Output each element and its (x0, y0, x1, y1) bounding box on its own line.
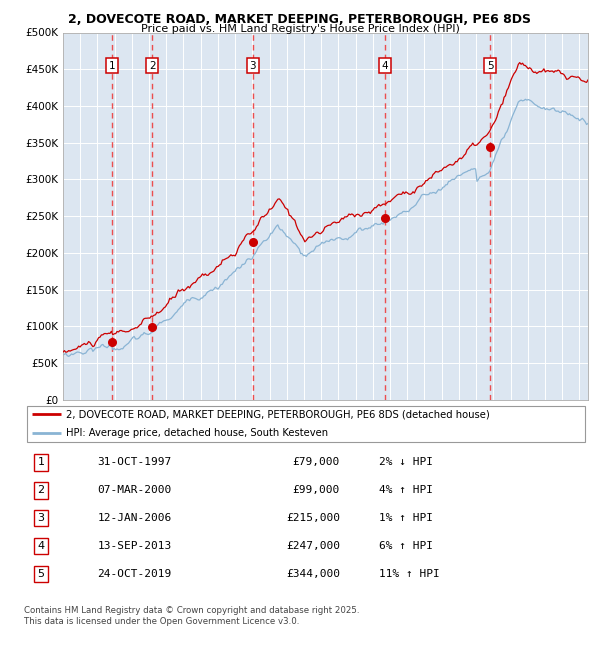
Text: 4: 4 (37, 541, 44, 551)
Text: Price paid vs. HM Land Registry's House Price Index (HPI): Price paid vs. HM Land Registry's House … (140, 24, 460, 34)
Text: 07-MAR-2000: 07-MAR-2000 (97, 486, 172, 495)
Text: £215,000: £215,000 (286, 514, 340, 523)
Text: 4% ↑ HPI: 4% ↑ HPI (379, 486, 433, 495)
Text: 31-OCT-1997: 31-OCT-1997 (97, 458, 172, 467)
Text: £99,000: £99,000 (293, 486, 340, 495)
Text: 12-JAN-2006: 12-JAN-2006 (97, 514, 172, 523)
Text: 11% ↑ HPI: 11% ↑ HPI (379, 569, 440, 579)
Text: HPI: Average price, detached house, South Kesteven: HPI: Average price, detached house, Sout… (66, 428, 328, 438)
Text: 24-OCT-2019: 24-OCT-2019 (97, 569, 172, 579)
Text: 4: 4 (382, 60, 388, 71)
Text: 2: 2 (37, 486, 44, 495)
Text: 2: 2 (149, 60, 155, 71)
Text: 6% ↑ HPI: 6% ↑ HPI (379, 541, 433, 551)
Text: 2, DOVECOTE ROAD, MARKET DEEPING, PETERBOROUGH, PE6 8DS: 2, DOVECOTE ROAD, MARKET DEEPING, PETERB… (68, 13, 532, 26)
Text: £247,000: £247,000 (286, 541, 340, 551)
Text: 13-SEP-2013: 13-SEP-2013 (97, 541, 172, 551)
Text: Contains HM Land Registry data © Crown copyright and database right 2025.: Contains HM Land Registry data © Crown c… (24, 606, 359, 615)
FancyBboxPatch shape (27, 406, 584, 442)
Text: 3: 3 (250, 60, 256, 71)
Text: 5: 5 (37, 569, 44, 579)
Text: 1: 1 (109, 60, 115, 71)
Text: 2, DOVECOTE ROAD, MARKET DEEPING, PETERBOROUGH, PE6 8DS (detached house): 2, DOVECOTE ROAD, MARKET DEEPING, PETERB… (66, 410, 490, 419)
Text: 1: 1 (37, 458, 44, 467)
Text: 2% ↓ HPI: 2% ↓ HPI (379, 458, 433, 467)
Text: 5: 5 (487, 60, 493, 71)
Text: £344,000: £344,000 (286, 569, 340, 579)
Text: 1% ↑ HPI: 1% ↑ HPI (379, 514, 433, 523)
Text: 3: 3 (37, 514, 44, 523)
Text: £79,000: £79,000 (293, 458, 340, 467)
Text: This data is licensed under the Open Government Licence v3.0.: This data is licensed under the Open Gov… (24, 618, 299, 627)
